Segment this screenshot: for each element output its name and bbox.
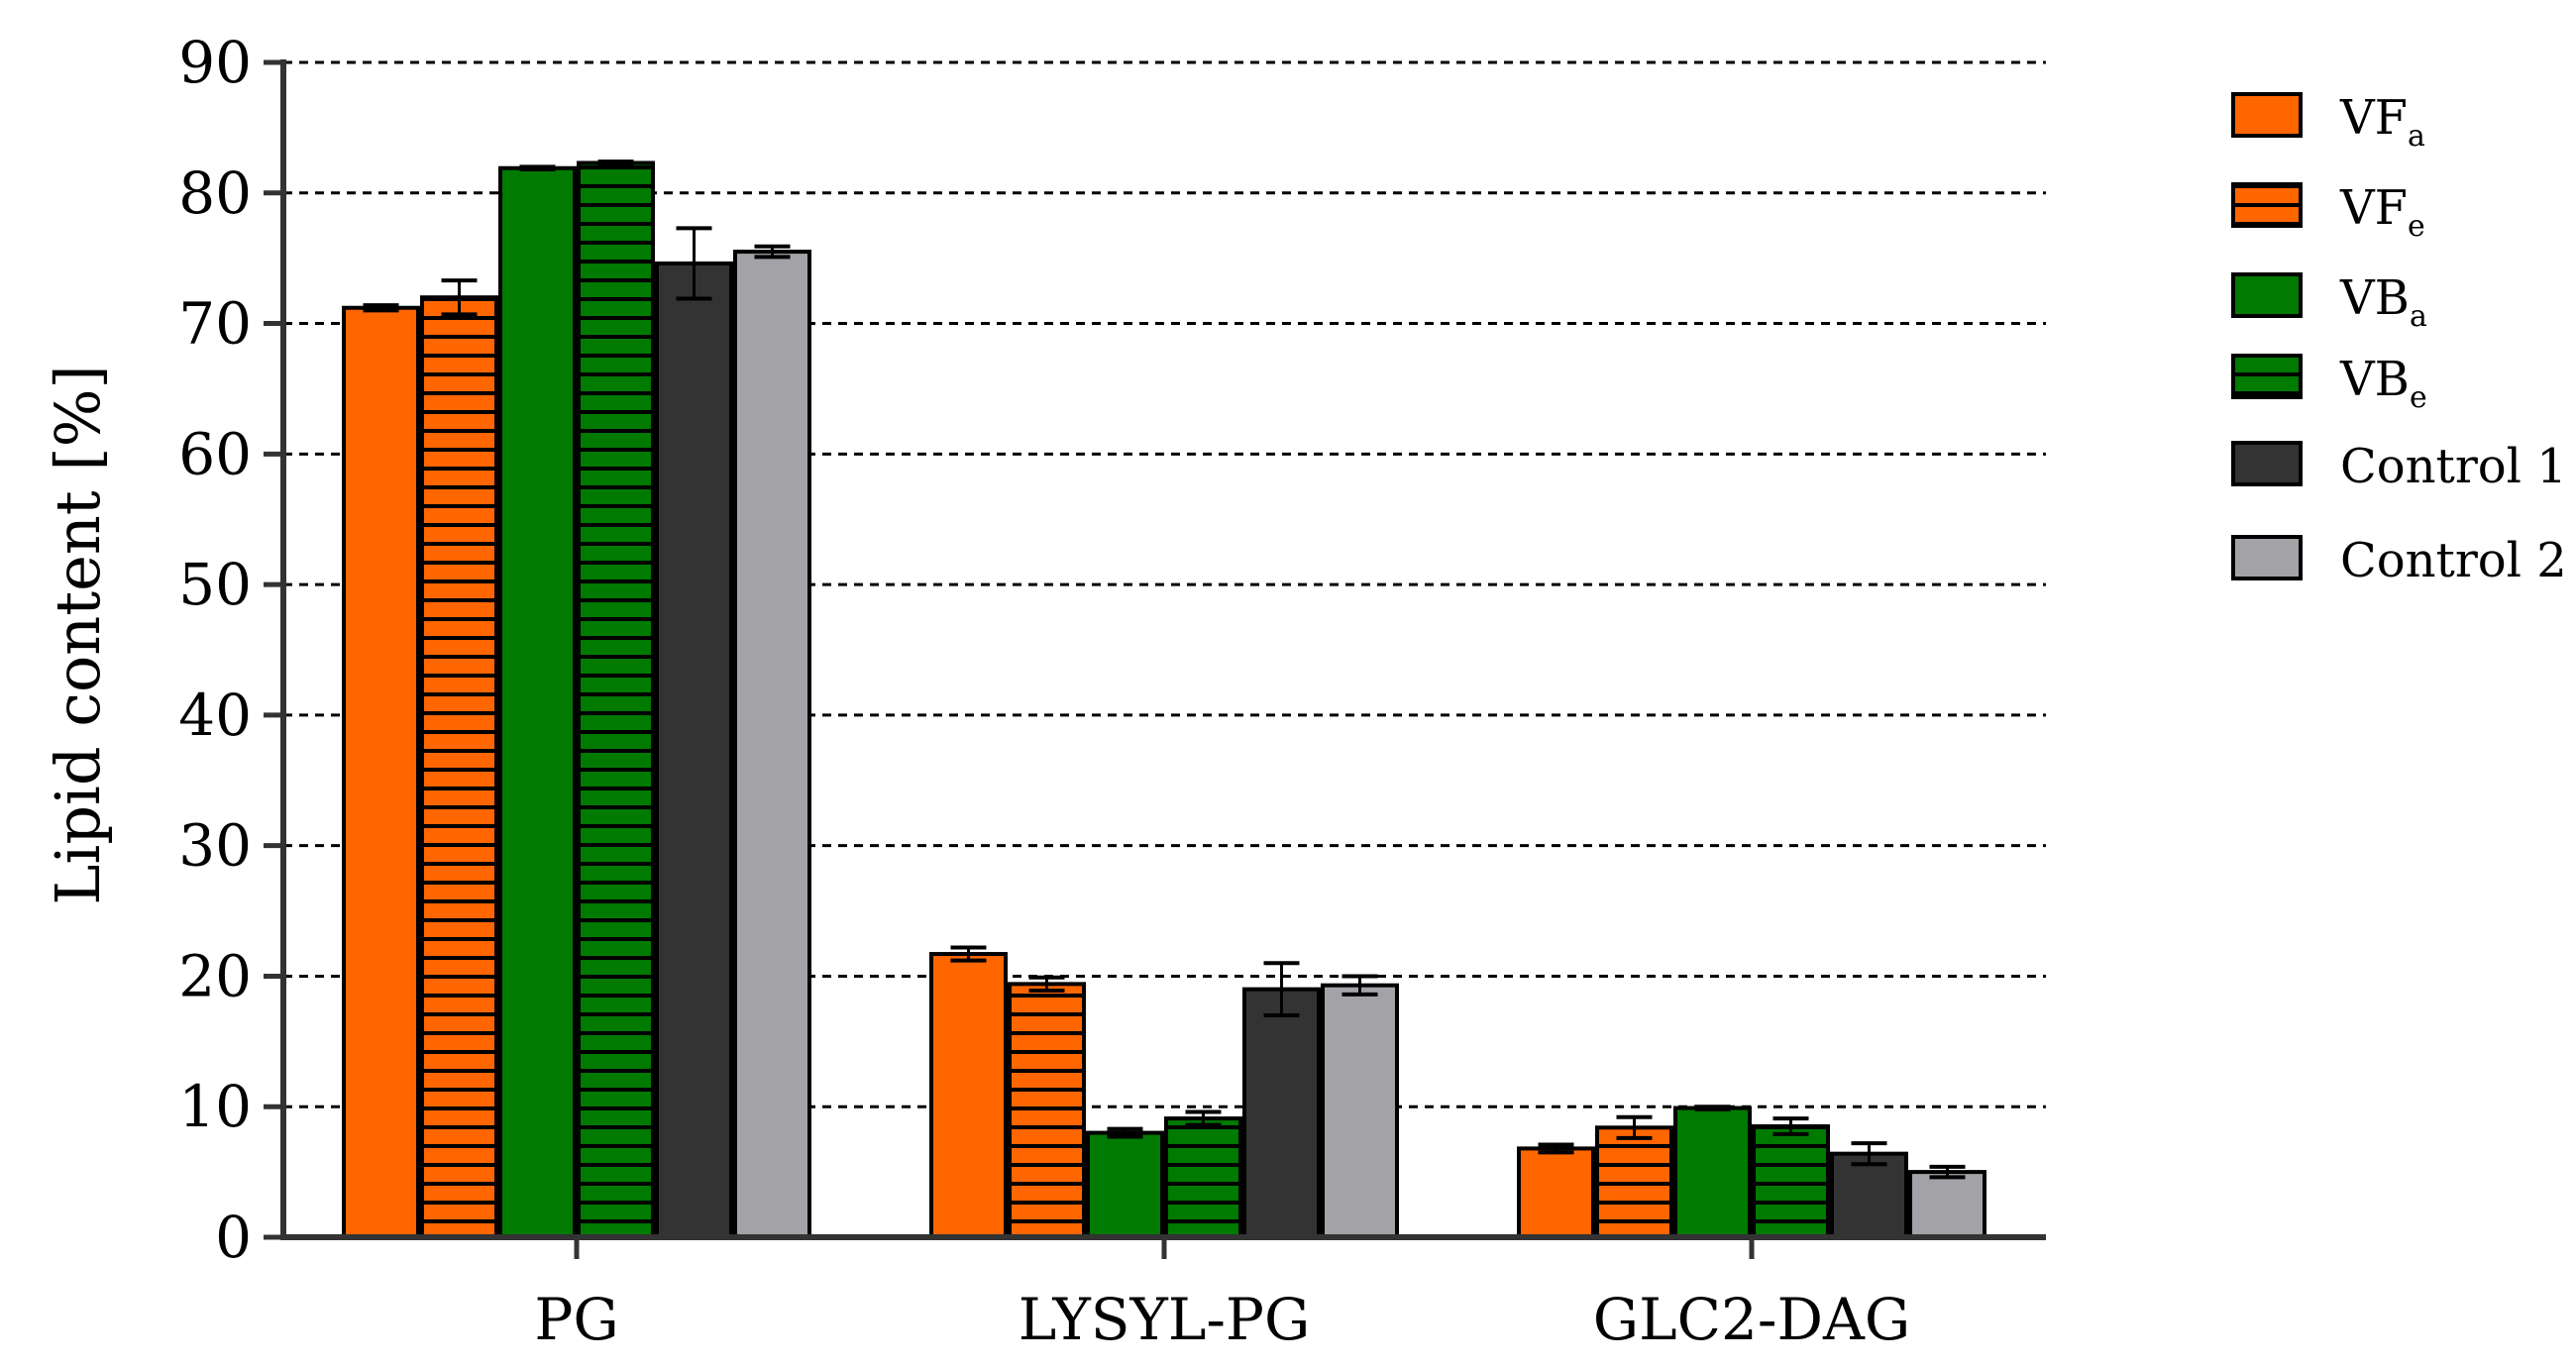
bar	[1517, 1146, 1595, 1239]
y-tick-label: 10	[178, 1073, 252, 1140]
y-tick-label: 20	[178, 942, 252, 1009]
y-tick-label: 80	[178, 159, 252, 227]
x-tick-label: LYSYL-PG	[1019, 1286, 1311, 1353]
y-tick-label: 70	[178, 290, 252, 358]
legend-swatch	[2231, 441, 2303, 486]
legend-label: VFa	[2339, 90, 2425, 154]
bar	[1086, 1130, 1164, 1239]
y-tick-label: 0	[215, 1204, 252, 1271]
bar	[1164, 1116, 1242, 1240]
bar	[420, 295, 498, 1239]
legend-label: VBa	[2339, 270, 2427, 334]
legend-label: Control 1	[2340, 439, 2567, 494]
legend-swatch	[2231, 272, 2303, 318]
y-tick-label: 30	[178, 812, 252, 880]
y-tick-label: 60	[178, 420, 252, 487]
bar	[342, 305, 420, 1239]
bar	[577, 160, 655, 1240]
y-tick-label: 90	[178, 29, 252, 96]
bar	[1830, 1151, 1908, 1240]
bar	[733, 250, 811, 1240]
bar	[498, 165, 577, 1240]
bar	[1752, 1123, 1830, 1239]
y-tick-label: 50	[178, 551, 252, 618]
y-tick-label: 40	[178, 682, 252, 749]
x-tick-label: GLC2-DAG	[1593, 1286, 1910, 1353]
legend-swatch	[2231, 182, 2303, 228]
legend-label: VFe	[2339, 180, 2425, 244]
bar	[1908, 1170, 1986, 1239]
bar	[1673, 1105, 1752, 1240]
bar	[1242, 987, 1321, 1239]
bar	[1595, 1125, 1673, 1239]
bars	[342, 159, 1986, 1240]
legend-swatch	[2231, 92, 2303, 138]
bar	[1321, 983, 1399, 1239]
bar	[1008, 982, 1086, 1240]
legend-swatch	[2231, 535, 2303, 580]
bar	[655, 261, 733, 1239]
bar	[929, 952, 1008, 1239]
axes: 0 10 20 30 40 50 60 70 80 90 PG LYSYL-PG GLC2-DAG	[178, 29, 2046, 1353]
legend: VFa VFe VBa VBe Control 1 Control 2	[2231, 90, 2567, 588]
legend-swatch	[2231, 354, 2303, 399]
legend-label: Control 2	[2340, 533, 2567, 588]
y-axis-label: Lipid content [%]	[42, 365, 114, 904]
legend-label: VBe	[2339, 352, 2427, 415]
x-tick-label: PG	[534, 1286, 618, 1353]
